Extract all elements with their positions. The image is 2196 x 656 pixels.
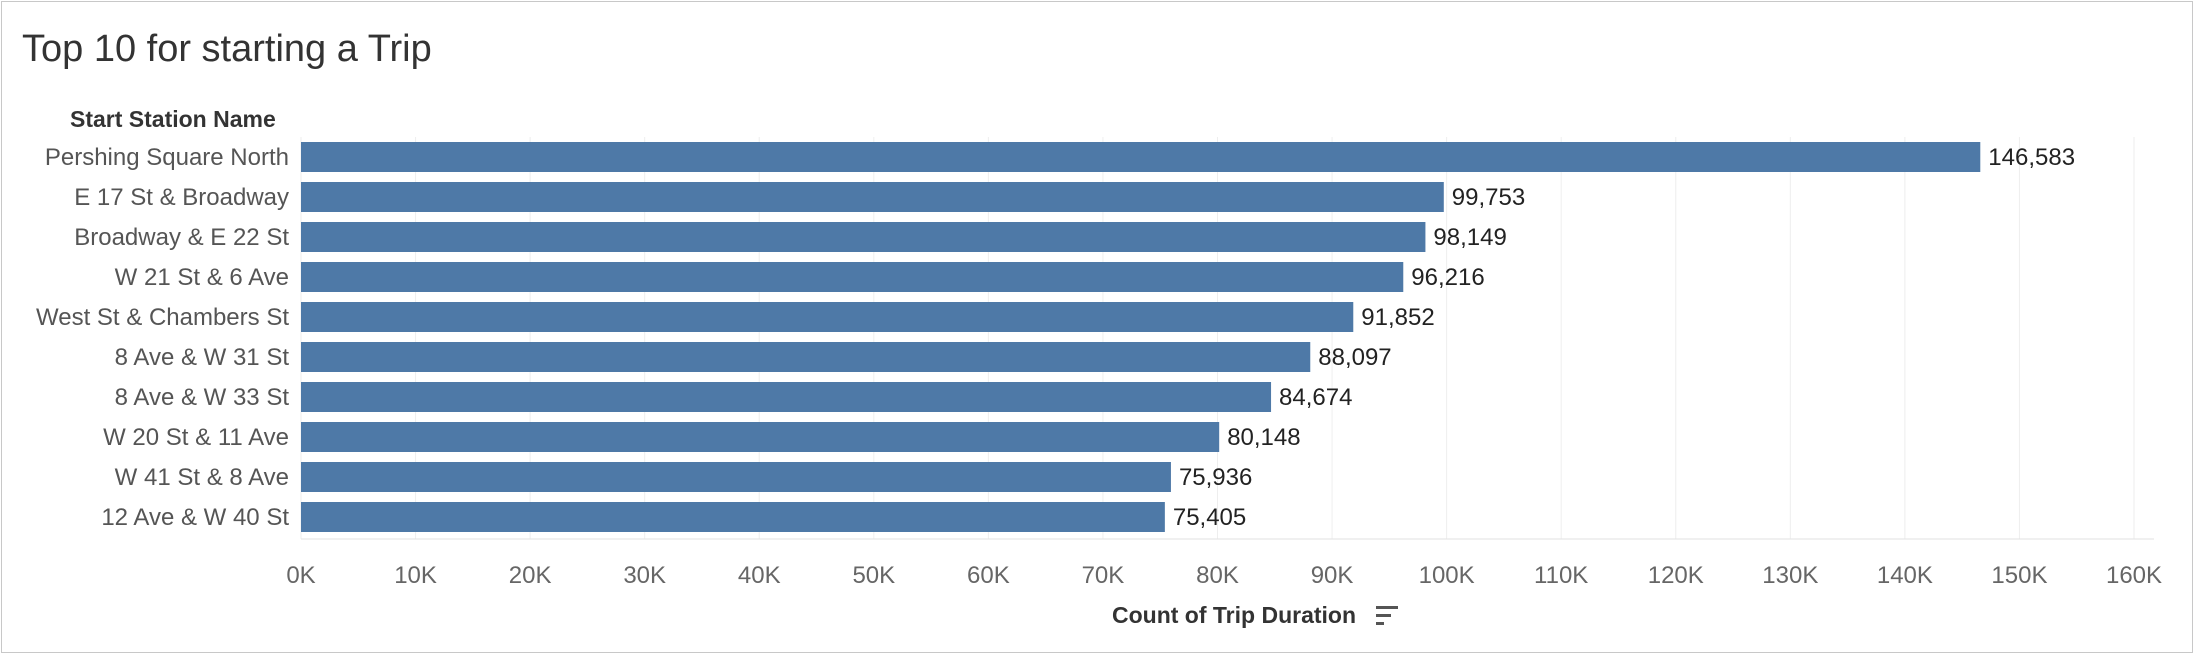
x-tick-label: 50K: [852, 562, 895, 589]
row-header[interactable]: Start Station Name: [70, 106, 276, 132]
category-label[interactable]: W 20 St & 11 Ave: [103, 424, 289, 451]
category-label[interactable]: 8 Ave & W 31 St: [115, 344, 290, 371]
category-label[interactable]: Broadway & E 22 St: [74, 224, 289, 251]
x-axis-title[interactable]: Count of Trip Duration: [1112, 602, 1357, 628]
category-labels: Pershing Square North E 17 St & Broadway B…: [36, 144, 289, 531]
x-tick-label: 30K: [623, 562, 666, 589]
value-label: 99,753: [1452, 184, 1525, 211]
x-tick-label: 60K: [967, 562, 1010, 589]
category-label[interactable]: W 21 St & 6 Ave: [115, 264, 289, 291]
x-tick-label: 100K: [1419, 562, 1475, 589]
x-tick-label: 150K: [1991, 562, 2047, 589]
category-label[interactable]: 8 Ave & W 33 St: [115, 384, 290, 411]
category-label[interactable]: Pershing Square North: [45, 144, 289, 171]
category-label[interactable]: 12 Ave & W 40 St: [101, 504, 289, 531]
bar[interactable]: [301, 142, 1981, 172]
category-label[interactable]: E 17 St & Broadway: [74, 184, 289, 211]
x-tick-labels: 0K 10K 20K 30K 40K 50K 60K 70K 80K 90K 100K 110K 120…: [286, 562, 2162, 589]
value-label: 96,216: [1411, 264, 1484, 291]
category-label[interactable]: W 41 St & 8 Ave: [115, 464, 289, 491]
bar[interactable]: [301, 502, 1165, 532]
x-tick-label: 10K: [394, 562, 437, 589]
value-label: 91,852: [1361, 304, 1434, 331]
bar[interactable]: [301, 382, 1272, 412]
value-label: 75,936: [1179, 464, 1252, 491]
x-tick-label: 70K: [1082, 562, 1125, 589]
chart-title: Top 10 for starting a Trip: [22, 28, 432, 70]
x-tick-label: 20K: [509, 562, 552, 589]
x-tick-label: 80K: [1196, 562, 1239, 589]
bar[interactable]: [301, 422, 1220, 452]
x-tick-label: 140K: [1877, 562, 1933, 589]
sort-descending-icon[interactable]: [1376, 606, 1398, 626]
value-label: 146,583: [1988, 144, 2075, 171]
x-tick-label: 110K: [1534, 562, 1588, 589]
bar[interactable]: [301, 182, 1444, 212]
value-label: 75,405: [1173, 504, 1246, 531]
value-label: 98,149: [1433, 224, 1506, 251]
bar[interactable]: [301, 262, 1404, 292]
bar[interactable]: [301, 462, 1171, 492]
bar[interactable]: [301, 342, 1311, 372]
category-label[interactable]: West St & Chambers St: [36, 304, 289, 331]
value-label: 80,148: [1227, 424, 1300, 451]
x-tick-label: 90K: [1311, 562, 1354, 589]
x-tick-label: 130K: [1762, 562, 1818, 589]
bar[interactable]: [301, 302, 1354, 332]
bars: [301, 142, 1981, 532]
value-label: 88,097: [1318, 344, 1391, 371]
bar[interactable]: [301, 222, 1426, 252]
value-label: 84,674: [1279, 384, 1352, 411]
x-tick-label: 160K: [2106, 562, 2162, 589]
x-tick-label: 40K: [738, 562, 781, 589]
value-labels: 146,583 99,753 98,149 96,216 91,852 88,097 84,…: [1173, 144, 2075, 531]
x-tick-label: 120K: [1648, 562, 1704, 589]
x-tick-label: 0K: [286, 562, 315, 589]
